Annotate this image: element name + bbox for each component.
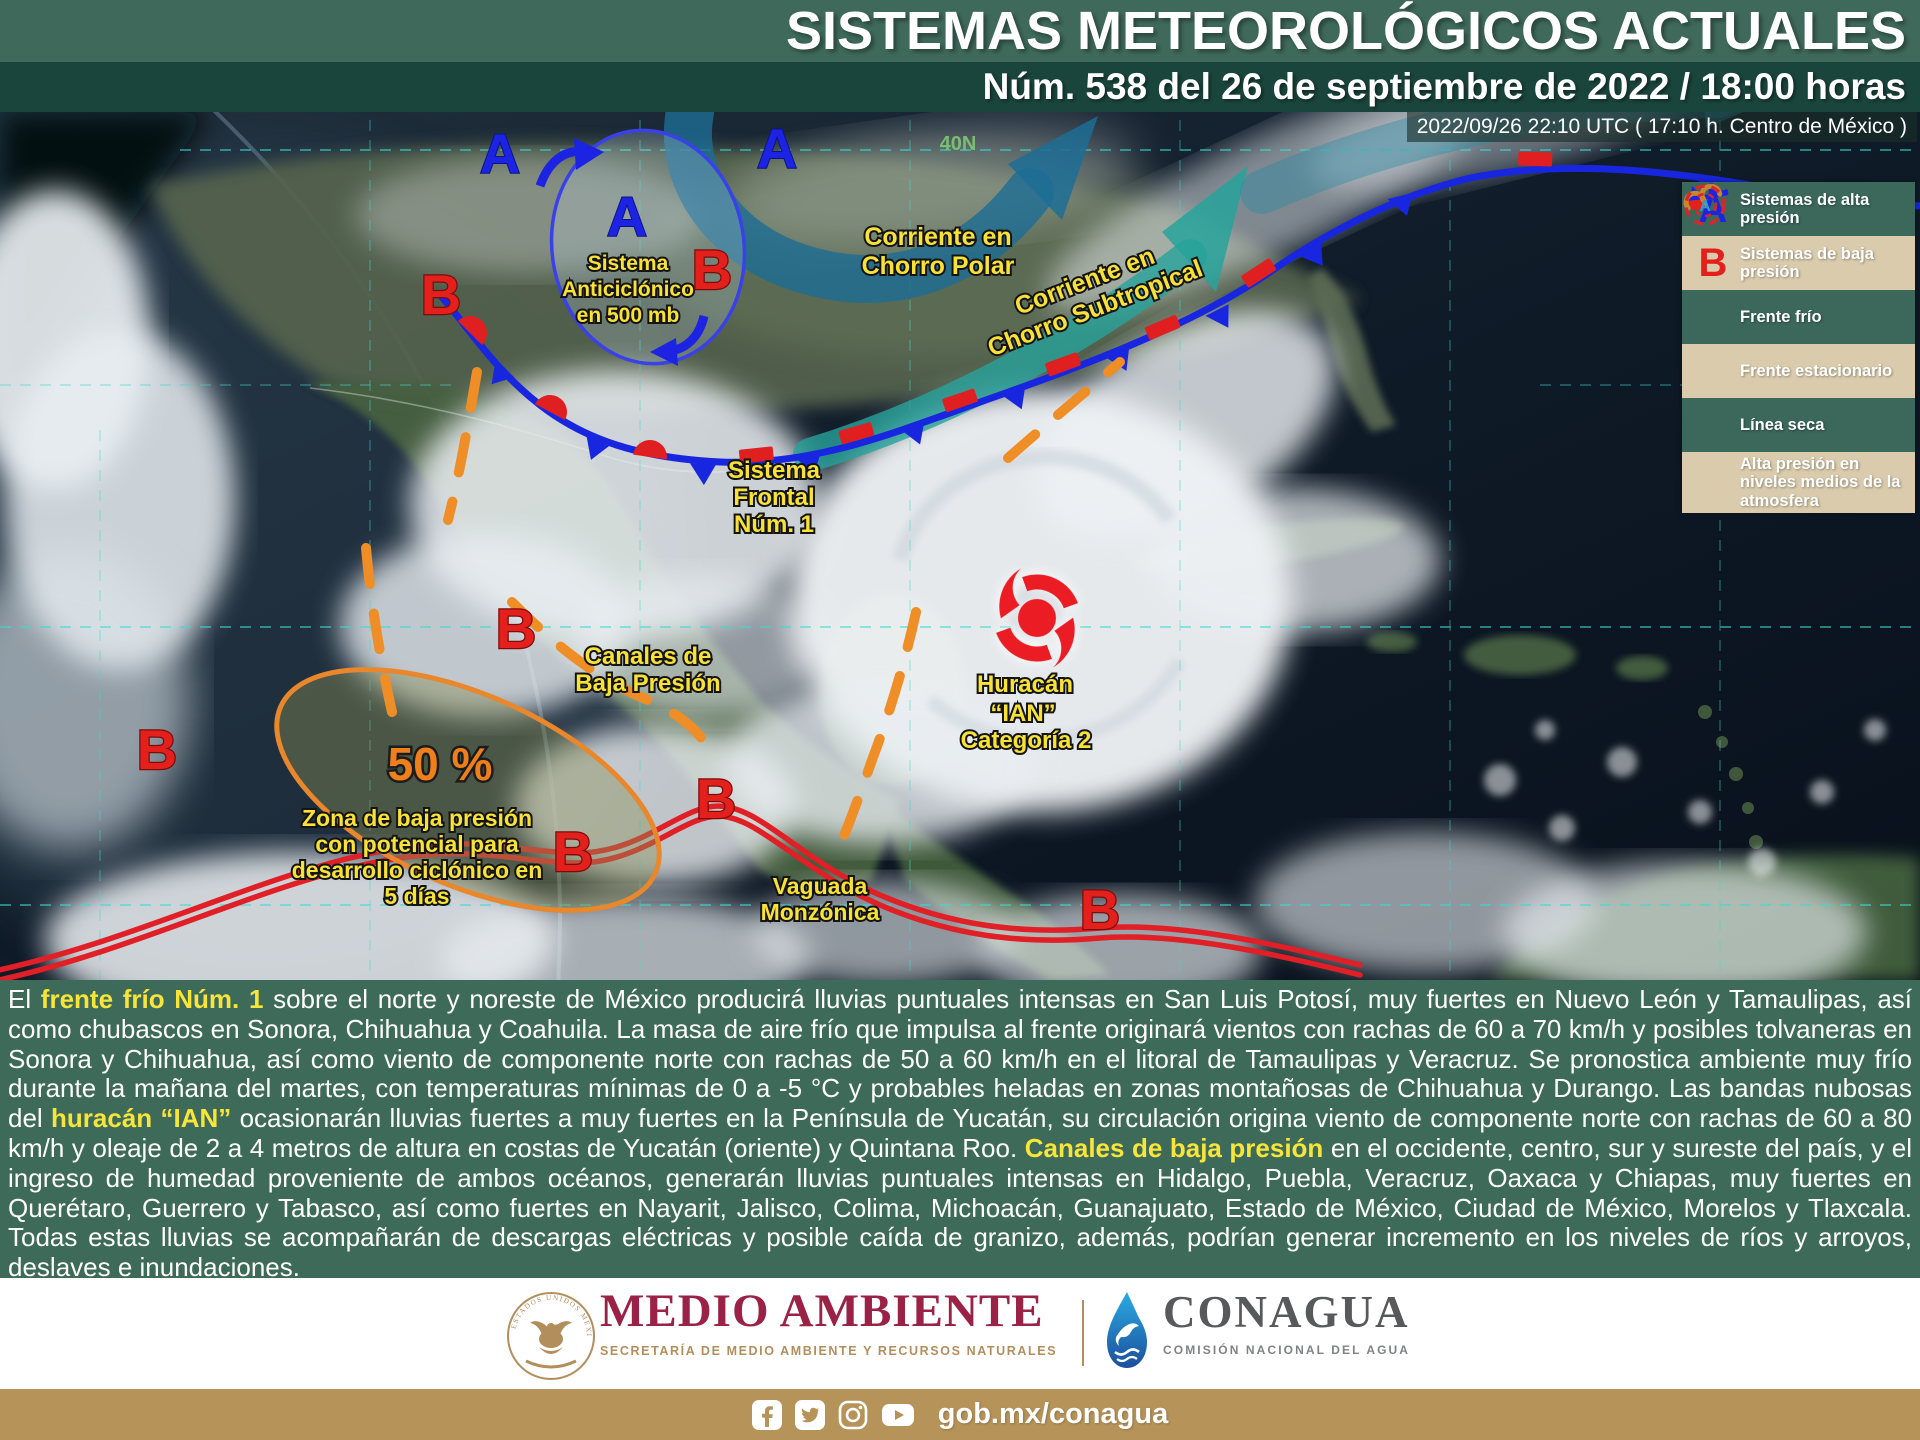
low-pressure-markers: B B B B B B B (136, 237, 1122, 943)
monsoon-trough-label: Monzónica (761, 899, 880, 925)
forecast-summary: El frente frío Núm. 1 sobre el norte y n… (0, 980, 1920, 1282)
legend-item-mid-level-high: A Alta presión en niveles medios de la a… (1682, 184, 1915, 514)
high-pressure-marker: A (607, 185, 647, 248)
agency-subtitle: COMISIÓN NACIONAL DEL AGUA (1163, 1343, 1411, 1357)
low-pressure-marker: B (553, 820, 593, 883)
hurricane-label: “IAN” (990, 700, 1055, 727)
dev-zone-label: desarrollo ciclónico en (292, 857, 543, 883)
monsoon-trough-line (0, 803, 1363, 980)
gob-mx-link[interactable]: gob.mx/conagua (937, 1398, 1169, 1430)
legend-item-stationary-front: Frente estacionario (1682, 183, 1915, 398)
low-pressure-marker: B (137, 718, 177, 781)
map-legend: A Sistemas de alta presión B Sistemas de… (1682, 182, 1915, 514)
youtube-icon[interactable] (881, 1400, 915, 1430)
legend-item-low-pressure: B Sistemas de baja presión (1682, 236, 1915, 290)
polar-jet-label: Chorro Polar (862, 252, 1015, 280)
frontal-system-label: Frontal (733, 484, 814, 511)
instagram-icon[interactable] (838, 1400, 868, 1430)
social-bar: gob.mx/conagua (0, 1389, 1920, 1440)
mexico-seal: ESTADOS UNIDOS MEXICANOS (506, 1291, 595, 1380)
anticyclone-label: Anticiclónico (562, 278, 694, 301)
low-channels-label: Baja Presión (575, 670, 720, 697)
low-pressure-icon: B (1698, 241, 1728, 285)
anticyclone-label: Sistema (588, 252, 669, 275)
satellite-map: 40N (0, 112, 1920, 980)
development-probability: 50 % (388, 738, 493, 790)
svg-text:A: A (1699, 198, 1711, 215)
polar-jet-label: Corriente en (864, 223, 1011, 251)
low-pressure-marker: B (421, 263, 461, 326)
ministry-name: MEDIO AMBIENTE (600, 1285, 1044, 1337)
subtitle-bar: Núm. 538 del 26 de septiembre de 2022 / … (0, 62, 1920, 112)
dev-zone-label: 5 días (384, 883, 449, 909)
low-pressure-marker: B (696, 767, 736, 830)
legend-item-cold-front: Frente frío (1682, 182, 1915, 344)
stationary-front-markers (457, 151, 1553, 464)
twitter-icon[interactable] (794, 1399, 825, 1430)
dev-zone-label: Zona de baja presión (302, 805, 532, 831)
title-bar: SISTEMAS METEOROLÓGICOS ACTUALES (0, 0, 1920, 62)
map-canvas: 40N (0, 112, 1920, 980)
dev-zone-label: con potencial para (315, 831, 518, 857)
institutional-footer: ESTADOS UNIDOS MEXICANOS MEDIO AMBIENTE … (0, 1278, 1920, 1389)
latitude-label: 40N (940, 133, 977, 155)
high-pressure-markers: A A A (479, 116, 798, 249)
forecast-paragraph: El frente frío Núm. 1 sobre el norte y n… (8, 984, 1912, 1283)
conagua-logo: CONAGUA COMISIÓN NACIONAL DEL AGUA (1103, 1290, 1410, 1370)
high-pressure-marker: A (757, 117, 797, 180)
facebook-icon[interactable] (751, 1399, 782, 1430)
low-pressure-channels (361, 357, 1125, 863)
logo-divider (1082, 1300, 1084, 1366)
high-pressure-marker: A (480, 122, 520, 185)
bulletin-number: Núm. 538 del 26 de septiembre de 2022 / … (982, 66, 1906, 107)
low-pressure-marker: B (1080, 878, 1120, 941)
medio-ambiente-logo: MEDIO AMBIENTE SECRETARÍA DE MEDIO AMBIE… (600, 1285, 1058, 1359)
ministry-subtitle: SECRETARÍA DE MEDIO AMBIENTE Y RECURSOS … (600, 1344, 1058, 1358)
low-channels-label: Canales de (585, 643, 712, 670)
agency-name: CONAGUA (1163, 1287, 1410, 1337)
low-pressure-marker: B (496, 597, 536, 660)
low-pressure-marker: B (692, 238, 732, 301)
monsoon-trough-label: Vaguada (773, 873, 868, 899)
eagle-icon (530, 1321, 572, 1354)
water-drop-icon (1107, 1292, 1147, 1368)
anticyclone-label: en 500 mb (577, 304, 680, 327)
hurricane-label: Huracán (977, 671, 1073, 698)
legend-item-dry-line: Línea seca (1682, 183, 1915, 452)
cold-front-line (438, 151, 1920, 486)
anticyclone-area (535, 128, 747, 366)
cyclone-development-zone (274, 667, 662, 913)
frontal-system-label: Núm. 1 (734, 511, 814, 538)
frontal-system-label: Sistema (728, 457, 821, 484)
hurricane-label: Categoría 2 (961, 727, 1092, 754)
page-title: SISTEMAS METEOROLÓGICOS ACTUALES (785, 1, 1906, 61)
hurricane-icon (996, 568, 1078, 668)
polar-jet-stream (663, 112, 1098, 303)
satellite-timestamp: 2022/09/26 22:10 UTC ( 17:10 h. Centro d… (1406, 112, 1917, 142)
